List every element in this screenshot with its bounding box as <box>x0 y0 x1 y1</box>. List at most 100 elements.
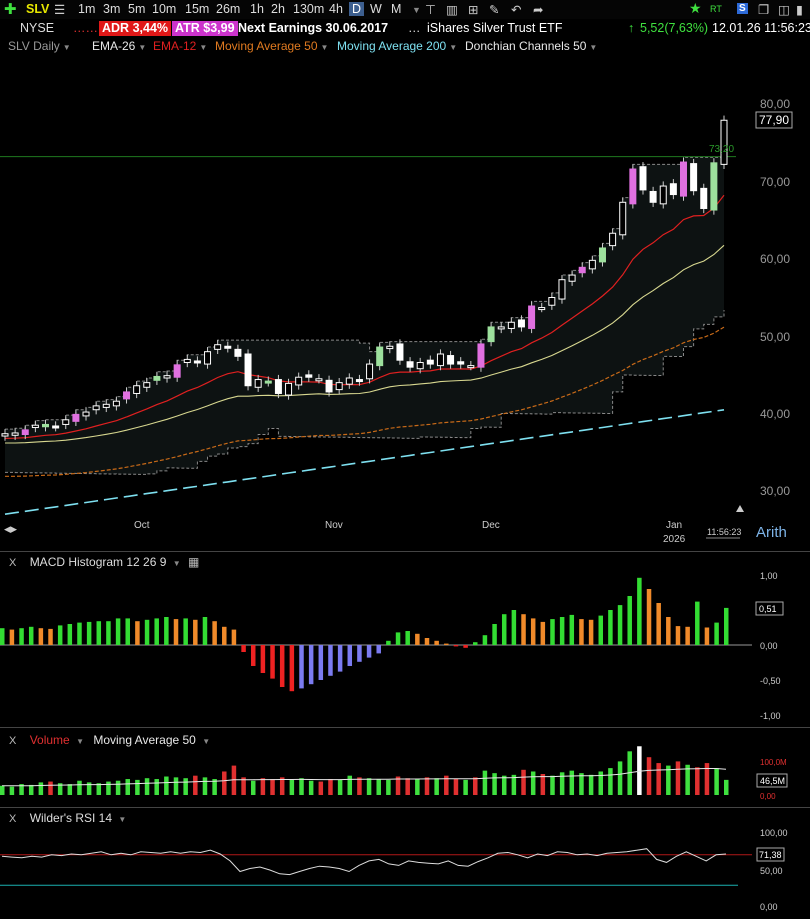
macd-grid-icon[interactable]: ▦ <box>188 555 200 569</box>
candle[interactable] <box>700 187 708 209</box>
candle[interactable] <box>82 411 90 417</box>
candle[interactable] <box>335 382 343 391</box>
candle[interactable] <box>234 348 242 357</box>
candle[interactable] <box>528 305 536 329</box>
scroll-left-icon[interactable]: ◂▸ <box>4 521 18 536</box>
candle[interactable] <box>325 379 333 393</box>
candle[interactable] <box>690 163 698 192</box>
rsi-close-icon[interactable]: X <box>9 813 17 825</box>
tool-undo-icon[interactable]: ↶ <box>511 3 522 17</box>
candle[interactable] <box>659 185 667 205</box>
indicator-ma200[interactable]: Moving Average 200 ▼ <box>337 39 457 53</box>
candle[interactable] <box>467 365 475 369</box>
candle[interactable] <box>517 319 525 328</box>
candle[interactable] <box>274 379 282 394</box>
scroll-up-icon[interactable] <box>736 505 744 512</box>
candle[interactable] <box>21 429 29 435</box>
tf-4h[interactable]: 4h <box>329 2 343 16</box>
candle[interactable] <box>426 359 434 365</box>
volume-ma-label[interactable]: Moving Average 50 <box>93 733 196 747</box>
volume-chart[interactable]: 100,0M 46,5M 0,00 <box>0 728 810 807</box>
candle[interactable] <box>285 382 293 396</box>
tf-daily[interactable]: D <box>349 2 365 16</box>
candle[interactable] <box>639 166 647 191</box>
window-icon[interactable]: ❐ <box>758 3 770 17</box>
candle[interactable] <box>538 307 546 311</box>
candle[interactable] <box>11 432 19 436</box>
candle[interactable] <box>487 326 495 343</box>
volume-ma-dropdown-icon[interactable]: ▼ <box>202 737 211 746</box>
price-chart[interactable]: 80,00 70,00 60,00 50,00 40,00 30,00 77,9… <box>0 56 810 550</box>
columns-icon[interactable]: ▮ <box>796 3 803 17</box>
candle[interactable] <box>204 351 212 365</box>
candle[interactable] <box>214 344 222 350</box>
candle[interactable] <box>42 423 50 428</box>
candle[interactable] <box>183 358 191 364</box>
macd-close-icon[interactable]: X <box>9 557 17 569</box>
volume-close-icon[interactable]: X <box>9 735 17 747</box>
tool-text-icon[interactable]: ⊤ <box>425 3 436 17</box>
candle[interactable] <box>629 168 637 205</box>
candle[interactable] <box>72 413 80 422</box>
add-icon[interactable]: ✚ <box>4 1 17 18</box>
tf-weekly[interactable]: W <box>370 2 382 16</box>
candle[interactable] <box>305 374 313 378</box>
candle[interactable] <box>507 321 515 329</box>
macd-chart[interactable]: 1,00 0,51 0,00 -0,50 -1,00 <box>0 555 810 727</box>
rsi-label[interactable]: Wilder's RSI 14 <box>29 811 112 825</box>
candle[interactable] <box>123 391 131 400</box>
tf-10m[interactable]: 10m <box>152 2 177 16</box>
candle[interactable] <box>52 425 60 429</box>
candle[interactable] <box>436 353 444 367</box>
candle[interactable] <box>224 345 232 349</box>
candle[interactable] <box>619 201 627 236</box>
candle[interactable] <box>1 433 9 437</box>
candle[interactable] <box>710 162 718 211</box>
tool-draw-icon[interactable]: ✎ <box>489 3 500 17</box>
candle[interactable] <box>173 364 181 378</box>
candle[interactable] <box>254 379 262 388</box>
candle[interactable] <box>679 161 687 197</box>
tf-1h[interactable]: 1h <box>250 2 264 16</box>
candle[interactable] <box>720 119 728 165</box>
candle[interactable] <box>315 378 323 382</box>
candle[interactable] <box>366 363 374 380</box>
candle[interactable] <box>295 376 303 386</box>
macd-label[interactable]: MACD Histogram 12 26 9 <box>29 555 167 569</box>
candle[interactable] <box>568 274 576 282</box>
candle[interactable] <box>143 382 151 388</box>
candle[interactable] <box>133 385 141 394</box>
rsi-dropdown-icon[interactable]: ▼ <box>118 815 127 824</box>
candle[interactable] <box>609 232 617 247</box>
candle[interactable] <box>457 361 465 365</box>
tf-monthly[interactable]: M <box>391 2 402 16</box>
candle[interactable] <box>102 403 110 408</box>
candle[interactable] <box>578 266 586 274</box>
candle[interactable] <box>345 377 353 385</box>
candle[interactable] <box>355 379 363 383</box>
chart-label[interactable]: SLV Daily ▼ <box>8 39 71 53</box>
candle[interactable] <box>193 360 201 364</box>
candle[interactable] <box>62 419 70 425</box>
candle[interactable] <box>396 343 404 361</box>
candle[interactable] <box>588 259 596 270</box>
volume-dropdown-icon[interactable]: ▼ <box>76 737 84 746</box>
rt-icon[interactable]: RT <box>710 4 722 14</box>
tf-26m[interactable]: 26m <box>216 2 241 16</box>
candle[interactable] <box>548 297 556 306</box>
candle[interactable] <box>497 326 505 330</box>
candle[interactable] <box>31 424 39 429</box>
tool-chart-icon[interactable]: ▥ <box>446 3 458 17</box>
candle[interactable] <box>264 380 272 384</box>
layout-icon[interactable]: ◫ <box>778 3 790 17</box>
share-icon[interactable]: ➦ <box>533 3 544 17</box>
indicator-ema26[interactable]: EMA-26 ▼ <box>92 39 146 53</box>
tf-dropdown-icon[interactable]: ▼ <box>412 5 421 15</box>
candle[interactable] <box>447 355 455 365</box>
macd-dropdown-icon[interactable]: ▼ <box>172 559 181 568</box>
candle[interactable] <box>406 361 414 368</box>
tf-2h[interactable]: 2h <box>271 2 285 16</box>
candle[interactable] <box>477 343 485 368</box>
tf-5m[interactable]: 5m <box>128 2 146 16</box>
indicator-ema12[interactable]: EMA-12 ▼ <box>153 39 207 53</box>
